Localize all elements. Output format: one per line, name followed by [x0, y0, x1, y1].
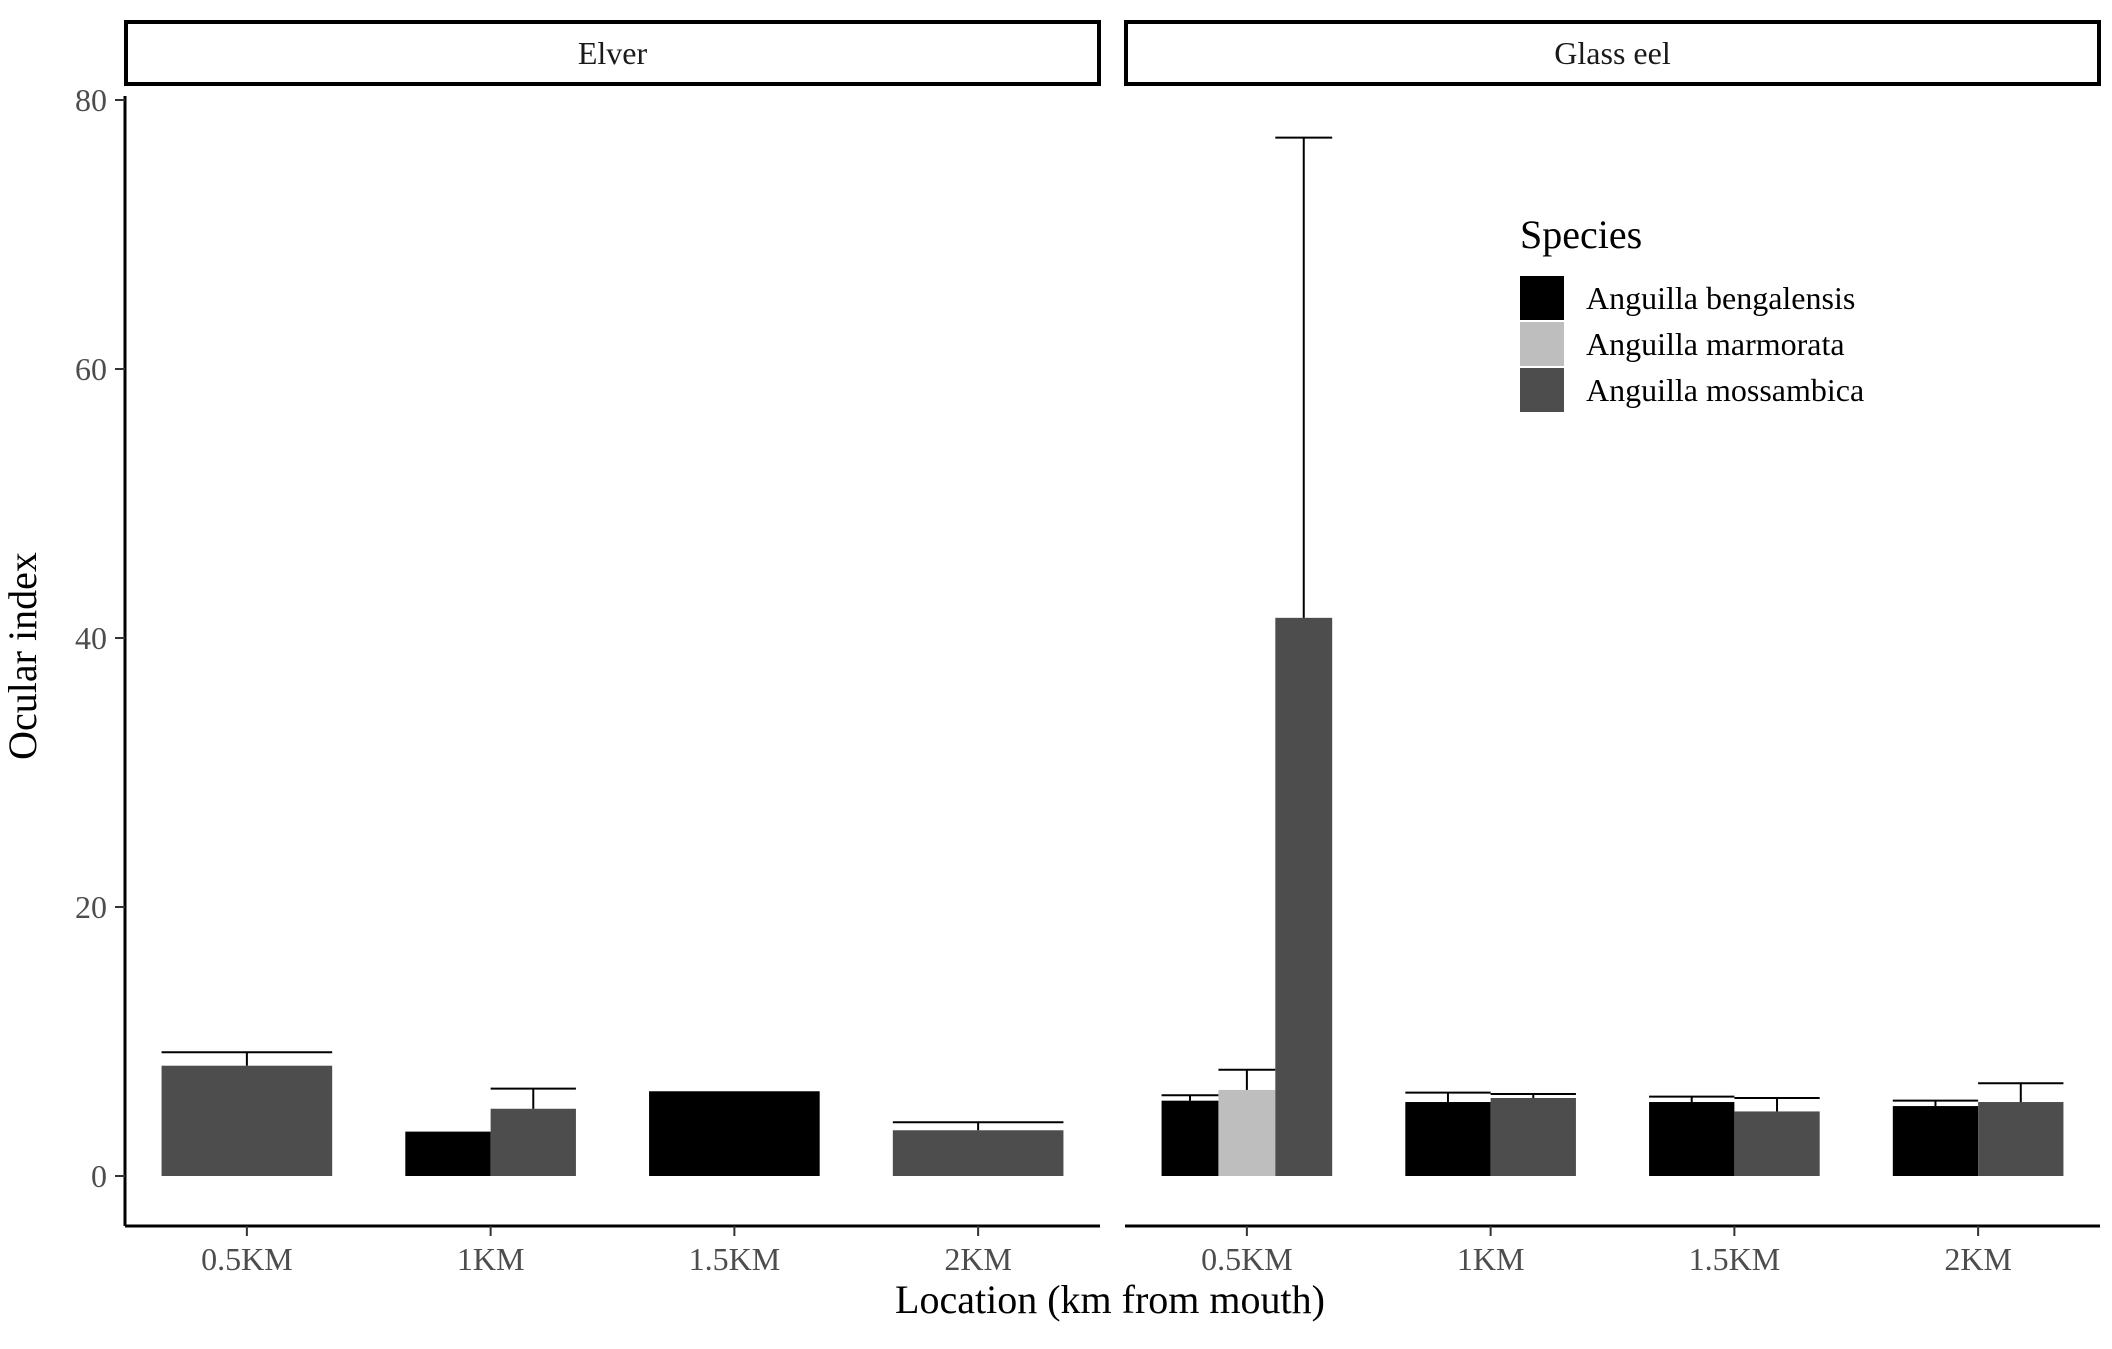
x-tick-label: 1.5KM — [689, 1241, 781, 1277]
bar-glass-eel-1km-anguilla-bengalensis — [1405, 1102, 1491, 1176]
legend-label: Anguilla marmorata — [1586, 326, 1845, 362]
bar-elver-1-5km-anguilla-bengalensis — [649, 1091, 820, 1176]
x-tick-label: 2KM — [1944, 1241, 2012, 1277]
bar-elver-1km-anguilla-bengalensis — [405, 1131, 491, 1176]
bar-group — [1892, 1099, 1979, 1176]
bar-group — [1218, 1068, 1276, 1176]
bar-group — [405, 1131, 491, 1176]
y-tick-label: 20 — [75, 889, 107, 925]
facet-strip-box — [124, 20, 1101, 86]
y-tick-label: 80 — [75, 82, 107, 118]
legend-key — [1520, 322, 1564, 366]
legend-item-anguilla-mossambica: Anguilla mossambica — [1520, 368, 1864, 412]
bar-group — [1275, 136, 1333, 1176]
bar-elver-1km-anguilla-mossambica — [490, 1108, 576, 1176]
facet-strip-label: Elver — [578, 35, 648, 71]
bar-glass-eel-2km-anguilla-bengalensis — [1892, 1106, 1979, 1176]
y-tick-label: 40 — [75, 620, 107, 656]
bar-glass-eel-1-5km-anguilla-bengalensis — [1649, 1102, 1735, 1176]
legend-item-anguilla-marmorata: Anguilla marmorata — [1520, 322, 1845, 366]
x-tick-label: 0.5KM — [201, 1241, 293, 1277]
bar-group — [1161, 1094, 1219, 1176]
bar-group — [649, 1091, 820, 1176]
bar-glass-eel-1-5km-anguilla-mossambica — [1734, 1111, 1820, 1176]
axes: 0.5KM 1KM 1.5KM 2KM 0.5KM 1KM 1.5KM 2KM 0 20 40 60 8… — [75, 82, 2100, 1277]
y-tick-label: 60 — [75, 351, 107, 387]
bar-glass-eel-0-5km-anguilla-mossambica — [1275, 617, 1333, 1176]
legend-title: Species — [1520, 212, 1642, 257]
bar-group — [1978, 1082, 2064, 1176]
bar-elver-0-5km-anguilla-mossambica — [161, 1065, 333, 1176]
legend-label: Anguilla mossambica — [1586, 372, 1864, 408]
x-axis-title: Location (km from mouth) — [895, 1277, 1325, 1322]
bars — [161, 136, 2064, 1176]
x-tick-label: 1KM — [1457, 1241, 1525, 1277]
bar-group — [1649, 1095, 1735, 1176]
x-tick-label: 1KM — [457, 1241, 525, 1277]
bar-group — [1490, 1092, 1576, 1176]
legend-label: Anguilla bengalensis — [1586, 280, 1855, 316]
legend-item-anguilla-bengalensis: Anguilla bengalensis — [1520, 276, 1855, 320]
x-tick-label: 1.5KM — [1689, 1241, 1781, 1277]
bar-elver-2km-anguilla-mossambica — [892, 1130, 1064, 1176]
x-tick-label: 2KM — [944, 1241, 1012, 1277]
facet-strip-elver: Elver — [124, 20, 1101, 86]
bar-group — [892, 1121, 1064, 1176]
bar-glass-eel-2km-anguilla-mossambica — [1978, 1102, 2064, 1176]
bar-group — [161, 1051, 333, 1176]
bar-glass-eel-0-5km-anguilla-bengalensis — [1161, 1100, 1219, 1176]
facet-strip-box — [1124, 20, 2101, 86]
legend: Species Anguilla bengalensis Anguilla marm… — [1520, 212, 1864, 412]
bar-group — [490, 1087, 576, 1176]
bar-glass-eel-0-5km-anguilla-marmorata — [1218, 1089, 1276, 1176]
x-tick-label: 0.5KM — [1201, 1241, 1293, 1277]
bar-group — [1734, 1096, 1820, 1176]
facet-strips: Elver Glass eel — [124, 20, 2101, 86]
bar-group — [1405, 1091, 1491, 1176]
y-axis-title: Ocular index — [0, 552, 45, 760]
bar-glass-eel-1km-anguilla-mossambica — [1490, 1097, 1576, 1176]
facet-strip-glass-eel: Glass eel — [1124, 20, 2101, 86]
facet-strip-label: Glass eel — [1554, 35, 1671, 71]
legend-key — [1520, 276, 1564, 320]
legend-key — [1520, 368, 1564, 412]
y-tick-label: 0 — [91, 1158, 107, 1194]
